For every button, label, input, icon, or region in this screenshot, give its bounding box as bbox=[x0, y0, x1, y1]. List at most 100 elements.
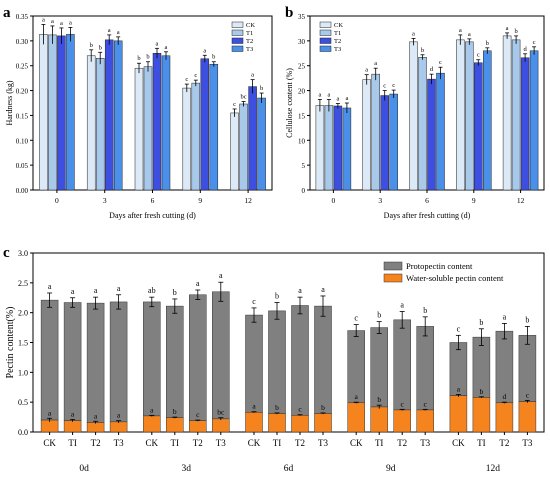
bar-label: TI bbox=[171, 438, 180, 448]
group-label: 0d bbox=[79, 464, 89, 474]
panel-letter: a bbox=[3, 5, 11, 21]
significance-letter: a bbox=[459, 27, 462, 34]
legend-label: T3 bbox=[334, 46, 341, 53]
bar-water-soluble bbox=[268, 413, 286, 433]
bar-label: T3 bbox=[420, 438, 430, 448]
significance-letter: a bbox=[94, 286, 98, 295]
significance-letter: a bbox=[321, 285, 325, 294]
significance-letter: a bbox=[117, 29, 120, 36]
significance-letter: c bbox=[354, 314, 358, 323]
bar-label: CK bbox=[146, 438, 159, 448]
y-tick-label: 3.0 bbox=[18, 249, 28, 258]
significance-letter: b bbox=[99, 44, 102, 51]
bar-water-soluble bbox=[347, 402, 365, 433]
bar-T2 bbox=[427, 78, 436, 191]
legend-label: CK bbox=[246, 22, 255, 29]
group-label: 3d bbox=[182, 464, 192, 474]
bar-T3 bbox=[161, 55, 171, 191]
significance-letter: a bbox=[48, 282, 52, 291]
legend-label: T3 bbox=[246, 46, 253, 53]
significance-letter: c bbox=[194, 72, 197, 79]
significance-letter: b bbox=[377, 395, 381, 404]
bar-T2 bbox=[474, 62, 483, 191]
bar-T1 bbox=[465, 41, 474, 191]
significance-letter: c bbox=[424, 399, 428, 408]
y-tick-label: 2.0 bbox=[18, 309, 28, 318]
y-tick-label: 20 bbox=[298, 88, 306, 96]
significance-letter: a bbox=[150, 405, 154, 414]
significance-letter: c bbox=[298, 405, 302, 414]
x-axis-title: Days after fresh cutting (d) bbox=[109, 211, 196, 220]
legend-label: CK bbox=[334, 22, 343, 29]
x-tick-label: 9 bbox=[472, 196, 476, 205]
bar-label: TI bbox=[273, 438, 282, 448]
significance-letter: c bbox=[526, 390, 530, 399]
significance-letter: a bbox=[336, 95, 339, 102]
x-tick-label: 9 bbox=[198, 196, 202, 205]
x-tick-label: 6 bbox=[425, 196, 429, 205]
significance-letter: a bbox=[108, 27, 111, 34]
significance-letter: a bbox=[51, 18, 54, 25]
legend-label: Protopectin content bbox=[406, 261, 473, 271]
bar-T3 bbox=[436, 72, 445, 191]
legend-swatch bbox=[383, 273, 403, 283]
bar-label: TI bbox=[477, 438, 486, 448]
legend-swatch bbox=[319, 29, 332, 36]
panel-letter: b bbox=[285, 5, 293, 21]
significance-letter: a bbox=[117, 411, 121, 420]
significance-letter: bc bbox=[241, 94, 247, 101]
bar-protopectin bbox=[245, 314, 263, 413]
bar-water-soluble bbox=[495, 402, 514, 433]
group-label: 12d bbox=[486, 464, 501, 474]
significance-letter: c bbox=[233, 101, 236, 108]
bar-protopectin bbox=[166, 305, 184, 418]
significance-letter: a bbox=[48, 408, 52, 417]
bar-label: T3 bbox=[114, 438, 124, 448]
bar-T1 bbox=[324, 105, 334, 191]
y-tick-label: 5 bbox=[302, 162, 306, 170]
y-tick-label: 0.30 bbox=[16, 38, 29, 46]
bar-water-soluble bbox=[449, 395, 468, 433]
y-tick-label: 0.20 bbox=[16, 88, 29, 96]
y-axis-title: Pectin content(%) bbox=[5, 307, 16, 379]
bar-T3 bbox=[342, 107, 352, 191]
significance-letter: b bbox=[479, 318, 483, 327]
y-tick-label: 1.0 bbox=[18, 368, 28, 377]
bar-T1 bbox=[511, 39, 521, 191]
bar-water-soluble bbox=[370, 406, 388, 433]
significance-letter: a bbox=[251, 72, 254, 79]
x-axis-title: Days after fresh cutting (d) bbox=[384, 211, 471, 220]
bar-T3 bbox=[66, 34, 75, 191]
bar-T2 bbox=[104, 39, 114, 191]
bar-water-soluble bbox=[416, 409, 434, 433]
bar-T2 bbox=[57, 35, 66, 191]
significance-letter: a bbox=[468, 31, 471, 38]
bar-water-soluble bbox=[393, 409, 411, 433]
significance-letter: a bbox=[318, 92, 321, 99]
group-label: 6d bbox=[284, 464, 294, 474]
significance-letter: d bbox=[503, 392, 507, 401]
legend-swatch bbox=[383, 261, 403, 271]
significance-letter: a bbox=[506, 25, 509, 32]
bar-protopectin bbox=[109, 301, 128, 423]
bar-protopectin bbox=[212, 291, 230, 420]
x-tick-label: 0 bbox=[55, 196, 59, 205]
significance-letter: a bbox=[374, 60, 377, 67]
significance-letter: c bbox=[401, 399, 405, 408]
bar-water-soluble bbox=[518, 401, 537, 433]
bar-T1 bbox=[371, 73, 380, 191]
bar-T2 bbox=[248, 86, 257, 191]
significance-letter: a bbox=[71, 287, 75, 296]
bar-water-soluble bbox=[40, 419, 59, 433]
bar-label: T2 bbox=[193, 438, 203, 448]
bar-T2 bbox=[520, 57, 530, 191]
bar-label: CK bbox=[452, 438, 465, 448]
significance-letter: a bbox=[457, 384, 461, 393]
significance-letter: b bbox=[514, 28, 517, 35]
legend-swatch bbox=[231, 29, 244, 36]
significance-letter: c bbox=[392, 82, 395, 89]
bar-water-soluble bbox=[166, 417, 184, 433]
